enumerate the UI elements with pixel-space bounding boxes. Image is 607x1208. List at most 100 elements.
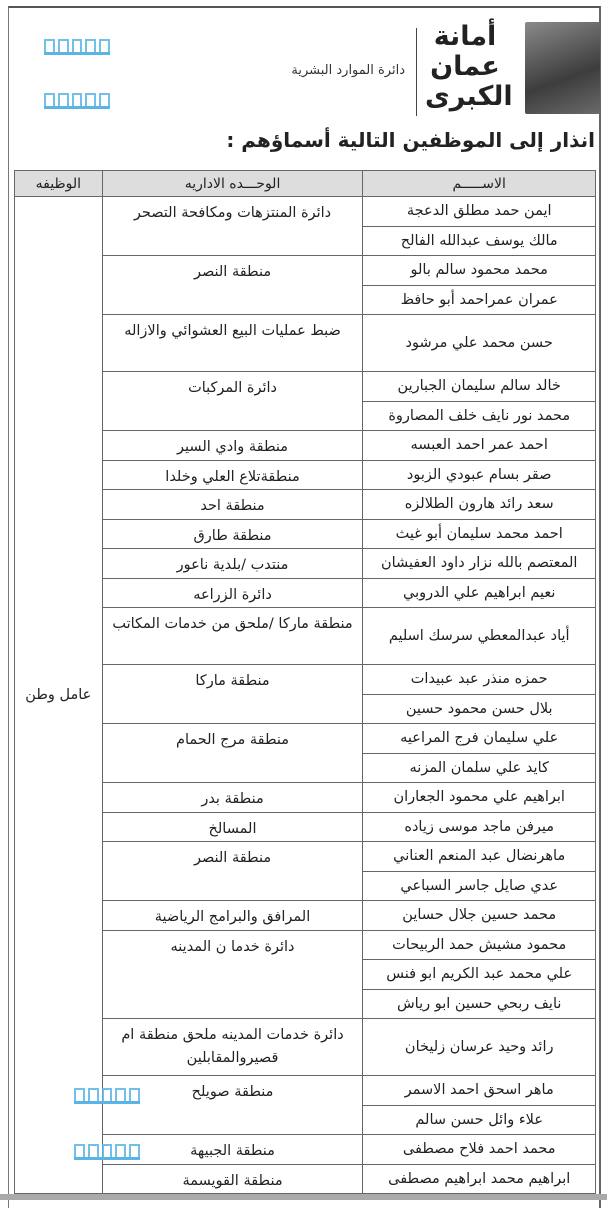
admin-unit: ضبط عمليات البيع العشوائي والازاله xyxy=(101,314,364,372)
table-row: رائد وحيد عرسان زليخان دائرة خدمات المدين… xyxy=(15,1018,596,1076)
table-row: سعد رائد هارون الطلالزه منطقة احد xyxy=(15,489,596,520)
admin-unit: منطقةتلاع العلي وخلدا xyxy=(101,459,364,490)
admin-unit: منطقة مرج الحمام xyxy=(101,723,364,783)
employee-name: علي محمد عبد الكريم ابو فنس xyxy=(362,959,596,990)
table-row: بلال حسن محمود حسين xyxy=(15,693,596,724)
table-row: ماهر اسحق احمد الاسمر منطقة صويلح xyxy=(15,1075,596,1135)
table-row: علاء وائل حسن سالم xyxy=(15,1104,596,1135)
table-row: حمزه منذر عبد عبيدات منطقة ماركا xyxy=(15,664,596,724)
admin-unit: منطقة النصر xyxy=(101,841,364,901)
employee-name: كايد علي سلمان المزنه xyxy=(362,752,596,783)
admin-unit: منطقة القويسمة xyxy=(101,1163,364,1194)
table-header-row: الاســـــم الوحـــده الاداريه الوظيفه xyxy=(14,170,596,197)
employee-name: ابراهيم محمد ابراهيم مصطفى xyxy=(362,1163,596,1194)
column-header-unit: الوحـــده الاداريه xyxy=(101,170,364,197)
admin-unit: دائرة الزراعه xyxy=(101,577,364,608)
employee-name: بلال حسن محمود حسين xyxy=(362,693,596,724)
admin-unit: منطقة طارق xyxy=(101,518,364,549)
amman-municipality-logo: أمانة عمان الكبرى xyxy=(425,22,600,118)
column-header-name: الاســـــم xyxy=(362,170,596,197)
table-row: مالك يوسف عبدالله الفالح xyxy=(15,225,596,256)
table-row: ميرفن ماجد موسى زياده المسالخ xyxy=(15,811,596,842)
employee-name: المعتصم بالله نزار داود العفيشان xyxy=(362,548,596,579)
table-row: صقر بسام عبودي الزبود منطقةتلاع العلي وخل… xyxy=(15,459,596,490)
department-name: دائرة الموارد البشرية xyxy=(291,63,405,78)
employee-name: أياد عبدالمعطي سرسك اسليم xyxy=(362,607,596,665)
employee-name: ماهرنضال عبد المنعم العناني xyxy=(362,841,596,872)
employee-name: علاء وائل حسن سالم xyxy=(362,1104,596,1135)
table-row: محمد احمد فلاح مصطفى منطقة الجبيهة xyxy=(15,1134,596,1165)
table-row: خالد سالم سليمان الجبارين دائرة المركبات xyxy=(15,371,596,431)
admin-unit: منطقة وادي السير xyxy=(101,430,364,461)
watermark-icon xyxy=(44,92,110,109)
employee-name: محمد حسين جلال حساين xyxy=(362,900,596,931)
table-row: محمد محمود سالم بالو منطقة النصر xyxy=(15,255,596,315)
employee-name: نايف ربحي حسين ابو رياش xyxy=(362,988,596,1019)
logo-line: الكبرى xyxy=(425,81,513,112)
admin-unit: المرافق والبرامج الرياضية xyxy=(101,900,364,931)
page-frame xyxy=(8,6,601,1208)
table-row: كايد علي سلمان المزنه xyxy=(15,752,596,783)
table-row: احمد عمر احمد العبسه منطقة وادي السير xyxy=(15,430,596,461)
employee-name: محمد محمود سالم بالو xyxy=(362,255,596,286)
table-row: عدي صايل جاسر السباعي xyxy=(15,870,596,901)
table-row: احمد محمد سليمان أبو غيث منطقة طارق xyxy=(15,518,596,549)
admin-unit: منتدب /بلدية ناعور xyxy=(101,548,364,579)
admin-unit: منطقة بدر xyxy=(101,782,364,813)
job-title: عامل وطن xyxy=(14,196,103,1194)
admin-unit: المسالخ xyxy=(101,811,364,842)
employee-name: نعيم ابراهيم علي الدروبي xyxy=(362,577,596,608)
employee-name: ابراهيم علي محمود الجعاران xyxy=(362,782,596,813)
employees-table: الاســـــم الوحـــده الاداريه الوظيفه اي… xyxy=(14,170,596,1194)
table-row: ماهرنضال عبد المنعم العناني منطقة النصر xyxy=(15,841,596,901)
logo-line: عمان xyxy=(430,51,500,82)
admin-unit: دائرة المركبات xyxy=(101,371,364,431)
admin-unit: منطقة النصر xyxy=(101,255,364,315)
logo-emblem-image xyxy=(525,22,600,114)
admin-unit: منطقة الجبيهة xyxy=(101,1134,364,1165)
notice-title: انذار إلى الموظفين التالية أسماؤهم : xyxy=(226,128,595,152)
logo-line: أمانة xyxy=(433,21,497,52)
admin-unit: دائرة خدما ن المدينه xyxy=(101,929,364,1019)
employee-name: محمد احمد فلاح مصطفى xyxy=(362,1134,596,1165)
employee-name: علي سليمان فرج المراعيه xyxy=(362,723,596,754)
employee-name: محمد نور نايف خلف المصاروة xyxy=(362,400,596,431)
table-row: محمود مشيش حمد الربيحات دائرة خدما ن المد… xyxy=(15,929,596,1019)
table-row: علي سليمان فرج المراعيه منطقة مرج الحمام xyxy=(15,723,596,783)
admin-unit: منطقة صويلح xyxy=(101,1075,364,1135)
employee-name: صقر بسام عبودي الزبود xyxy=(362,459,596,490)
employee-name: احمد عمر احمد العبسه xyxy=(362,430,596,461)
table-row: نايف ربحي حسين ابو رياش xyxy=(15,988,596,1019)
logo-text: أمانة عمان الكبرى xyxy=(425,21,513,112)
admin-unit: منطقة ماركا /ملحق من خدمات المكاتب xyxy=(101,607,364,665)
table-row: نعيم ابراهيم علي الدروبي دائرة الزراعه xyxy=(15,577,596,608)
employee-name: ميرفن ماجد موسى زياده xyxy=(362,811,596,842)
employee-name: حسن محمد علي مرشود xyxy=(362,314,596,372)
table-row: ابراهيم علي محمود الجعاران منطقة بدر xyxy=(15,782,596,813)
watermark-icon xyxy=(74,1087,140,1104)
table-row: أياد عبدالمعطي سرسك اسليم منطقة ماركا /مل… xyxy=(15,607,596,665)
admin-unit: دائرة خدمات المدينه ملحق منطقة ام قصيروا… xyxy=(101,1018,364,1076)
table-row: محمد حسين جلال حساين المرافق والبرامج الر… xyxy=(15,900,596,931)
admin-unit: منطقة ماركا xyxy=(101,664,364,724)
employee-name: حمزه منذر عبد عبيدات xyxy=(362,664,596,695)
employee-name: سعد رائد هارون الطلالزه xyxy=(362,489,596,520)
table-row: ايمن حمد مطلق الدعجة دائرة المنتزهات ومكا… xyxy=(14,196,596,1194)
watermark-icon xyxy=(44,38,110,55)
admin-unit: منطقة احد xyxy=(101,489,364,520)
table-row: حسن محمد علي مرشود ضبط عمليات البيع العشو… xyxy=(15,314,596,372)
bottom-bar xyxy=(0,1194,607,1200)
header-divider xyxy=(416,28,417,116)
employee-name: رائد وحيد عرسان زليخان xyxy=(362,1018,596,1076)
table-row: ابراهيم محمد ابراهيم مصطفى منطقة القويسمة xyxy=(15,1163,596,1194)
employee-name: احمد محمد سليمان أبو غيث xyxy=(362,518,596,549)
watermark-icon xyxy=(74,1143,140,1160)
employee-name: خالد سالم سليمان الجبارين xyxy=(362,371,596,402)
employee-name: محمود مشيش حمد الربيحات xyxy=(362,929,596,960)
table-row: المعتصم بالله نزار داود العفيشان منتدب /ب… xyxy=(15,548,596,579)
employee-name: عمران عمراحمد أبو حافظ xyxy=(362,284,596,315)
employee-name: عدي صايل جاسر السباعي xyxy=(362,870,596,901)
column-header-job: الوظيفه xyxy=(14,170,103,197)
employee-name: ايمن حمد مطلق الدعجة xyxy=(362,196,596,227)
employee-name: مالك يوسف عبدالله الفالح xyxy=(362,225,596,256)
